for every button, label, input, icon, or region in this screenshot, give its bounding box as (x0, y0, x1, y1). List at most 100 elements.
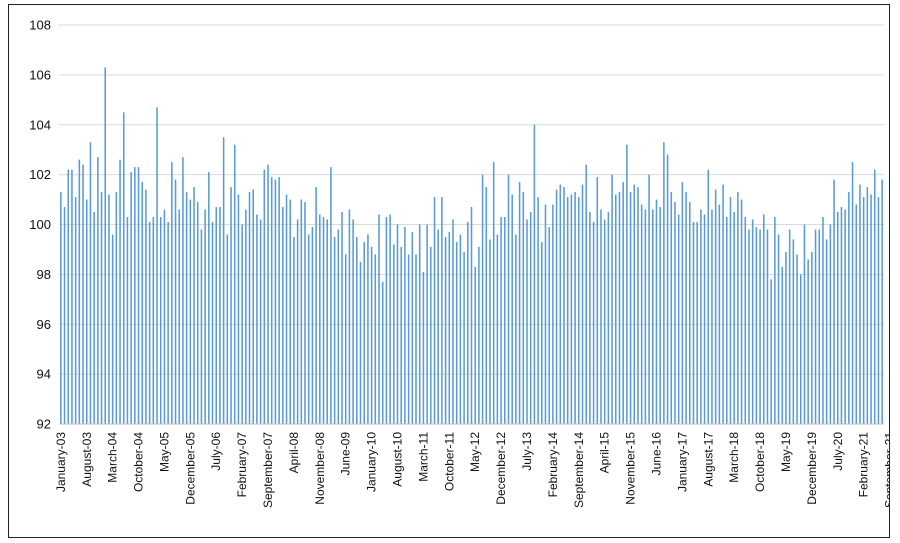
bar (722, 184, 724, 424)
bar (215, 207, 217, 424)
bar (733, 212, 735, 424)
bar (389, 214, 391, 424)
bar (592, 222, 595, 424)
bar (873, 169, 876, 424)
x-tick-label: August-17 (701, 432, 715, 487)
x-tick-label: August-03 (80, 432, 94, 487)
bar (737, 192, 739, 424)
bar (881, 179, 883, 424)
y-tick-label: 102 (29, 167, 51, 182)
bar (833, 179, 835, 424)
bar (159, 217, 162, 424)
bar (404, 226, 406, 424)
bar (585, 164, 587, 424)
bar (807, 259, 809, 424)
bar (563, 187, 565, 424)
x-tick-label: October-04 (132, 432, 146, 492)
bar (93, 212, 95, 424)
bar (171, 162, 173, 424)
bar (470, 207, 473, 424)
bar (744, 217, 747, 424)
bar (174, 179, 177, 424)
x-tick-label: June-16 (649, 432, 663, 476)
bar (356, 236, 358, 424)
bar (814, 229, 817, 424)
bar (526, 219, 528, 424)
bar (344, 254, 347, 424)
bar (418, 224, 421, 424)
bar (467, 222, 469, 424)
bar (115, 192, 118, 424)
bar (60, 192, 62, 424)
bar (825, 239, 828, 424)
bar (811, 251, 813, 424)
bar (74, 197, 77, 424)
bar (241, 224, 243, 424)
x-tick-label: May-05 (157, 432, 171, 472)
bar (326, 219, 328, 424)
bar (263, 169, 266, 424)
bars (60, 67, 883, 425)
bar (611, 174, 613, 425)
bar (122, 112, 125, 424)
y-tick-label: 96 (37, 317, 51, 332)
bar (489, 239, 491, 424)
bar (222, 137, 225, 424)
bar (689, 202, 691, 424)
bar (844, 209, 846, 424)
bar (278, 177, 280, 424)
bar (718, 204, 721, 424)
x-tick-label: February-21 (857, 432, 871, 498)
bar (781, 266, 784, 424)
bar (755, 226, 758, 424)
bar (836, 212, 839, 424)
bar (400, 246, 402, 424)
bar (152, 217, 155, 424)
bar (552, 204, 554, 424)
x-tick-label: December-19 (805, 432, 819, 505)
bar (348, 209, 351, 424)
bar (463, 251, 465, 424)
bar (274, 179, 277, 424)
bar (307, 234, 310, 424)
bar (259, 219, 262, 424)
bar (311, 226, 314, 424)
bar (163, 209, 166, 424)
bar (430, 246, 432, 424)
bar (507, 174, 510, 425)
y-tick-label: 104 (29, 117, 51, 132)
bar (415, 254, 417, 424)
x-tick-label: September-14 (572, 432, 586, 508)
bar (655, 199, 658, 424)
bar (663, 142, 665, 424)
bar (504, 217, 506, 424)
bar (707, 169, 710, 424)
bar (711, 209, 713, 424)
x-tick-label: July-13 (520, 432, 534, 471)
bar (193, 187, 195, 424)
bar (803, 224, 806, 424)
bar (363, 241, 365, 424)
bar (130, 172, 132, 424)
bar (141, 182, 144, 424)
chart-frame: 92 94 96 98 100 102 104 106 108 January-03 August… (8, 4, 890, 538)
x-tick-label: November-15 (624, 432, 638, 505)
bar (596, 177, 599, 424)
bar (63, 207, 66, 424)
bar (615, 194, 617, 424)
bar (848, 192, 850, 424)
bar (126, 217, 129, 424)
bar (700, 209, 702, 424)
bar (785, 251, 787, 424)
bar (82, 164, 84, 424)
bar (840, 207, 843, 424)
bar (774, 217, 776, 424)
bar (659, 207, 661, 424)
bar (751, 219, 754, 424)
x-tick-label: October-11 (442, 432, 456, 491)
bar (818, 229, 821, 424)
bar (393, 244, 395, 424)
bar (97, 157, 99, 425)
bar (725, 217, 728, 424)
bar (137, 167, 140, 424)
